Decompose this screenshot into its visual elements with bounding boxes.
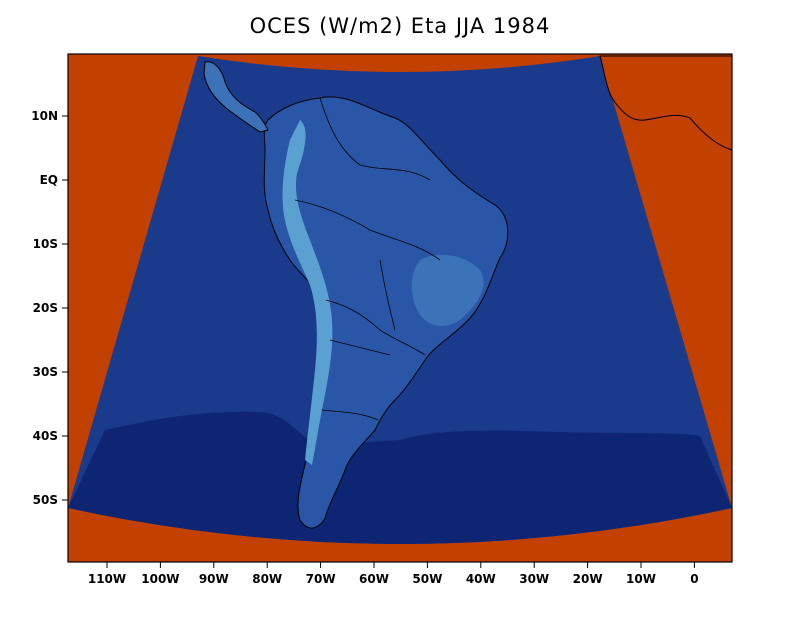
lat-tick-label: EQ	[40, 173, 58, 187]
lat-tick-label: 40S	[33, 429, 58, 443]
andes-highlands	[282, 120, 333, 465]
lon-tick-label: 110W	[88, 572, 126, 586]
lon-tick-label: 0	[690, 572, 698, 586]
lon-tick-label: 50W	[412, 572, 442, 586]
lat-tick-label: 50S	[33, 493, 58, 507]
lon-tick-label: 40W	[466, 572, 496, 586]
lon-tick-label: 10W	[626, 572, 656, 586]
southern-ocean-band	[68, 411, 732, 544]
lat-tick-label: 20S	[33, 301, 58, 315]
lon-tick-label: 90W	[199, 572, 229, 586]
lon-tick-label: 20W	[573, 572, 603, 586]
lat-tick-label: 10N	[31, 109, 58, 123]
country-borders	[294, 97, 441, 421]
lon-tick-label: 30W	[519, 572, 549, 586]
map-title: OCES (W/m2) Eta JJA 1984	[249, 14, 551, 38]
south-america-land	[263, 96, 509, 529]
africa-coastline	[599, 55, 732, 151]
latitude-axis: 10N EQ 10S 20S 30S 40S 50S	[31, 109, 68, 507]
lat-tick-label: 30S	[33, 365, 58, 379]
map-plot-area	[68, 54, 732, 562]
lon-tick-label: 80W	[252, 572, 282, 586]
lat-tick-label: 10S	[33, 237, 58, 251]
lon-tick-label: 100W	[141, 572, 179, 586]
brazilian-highlands	[411, 254, 484, 326]
longitude-axis: 110W 100W 90W 80W 70W 60W 50W 40W 30W 20W 10W 0	[88, 562, 699, 586]
lon-tick-label: 60W	[359, 572, 389, 586]
central-america-land	[203, 61, 269, 133]
lon-tick-label: 70W	[306, 572, 336, 586]
